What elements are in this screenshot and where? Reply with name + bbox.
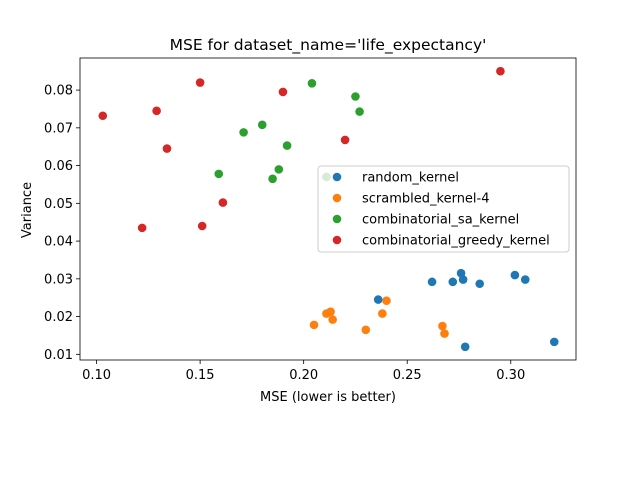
series-combinatorial_sa_kernel: [214, 78, 364, 184]
series-random_kernel: [373, 268, 559, 352]
x-tick-label: 0.15: [186, 368, 215, 383]
series-scrambled_kernel-4: [309, 296, 449, 338]
data-point: [162, 144, 172, 153]
data-point: [98, 111, 108, 121]
x-tick-label: 0.20: [289, 368, 318, 383]
chart-title: MSE for dataset_name='life_expectancy': [170, 36, 487, 55]
legend-box: [317, 165, 570, 253]
data-point: [373, 295, 383, 304]
data-point: [152, 106, 161, 116]
y-tick-label: 0.02: [44, 310, 73, 325]
y-tick-label: 0.03: [44, 272, 73, 287]
data-point: [351, 92, 360, 101]
data-point: [460, 342, 470, 352]
legend-marker: [332, 172, 342, 182]
data-point: [340, 135, 350, 145]
y-axis-label: Variance: [20, 182, 35, 238]
data-point: [355, 107, 364, 116]
legend-marker: [332, 193, 342, 203]
x-axis-label: MSE (lower is better): [260, 390, 396, 405]
x-tick-label: 0.10: [82, 368, 111, 383]
data-point: [361, 325, 371, 335]
series-combinatorial_greedy_kernel: [98, 66, 505, 233]
x-tick-label: 0.25: [393, 368, 422, 383]
data-point: [382, 296, 391, 306]
data-point: [278, 87, 288, 97]
data-point: [440, 329, 449, 338]
data-point: [307, 78, 317, 88]
data-point: [197, 221, 207, 231]
y-tick-label: 0.08: [44, 84, 73, 99]
x-tick-label: 0.30: [496, 368, 525, 383]
data-point: [427, 277, 437, 287]
data-point: [257, 120, 267, 130]
data-point: [326, 307, 335, 316]
data-point: [282, 141, 292, 150]
plot-area: 0.10 0.15 0.20 0.25 0.30 0.01 0.02 0.03 0.04 0.05…: [44, 57, 577, 383]
data-point: [438, 321, 447, 331]
y-tick-label: 0.07: [44, 121, 73, 136]
data-point: [309, 320, 319, 330]
data-point: [378, 309, 387, 318]
data-point: [195, 78, 205, 87]
data-point: [239, 128, 248, 137]
legend-entry: combinatorial_sa_kernel: [362, 213, 519, 228]
legend-entry: scrambled_kernel-4: [362, 192, 490, 207]
legend-marker: [332, 214, 342, 224]
data-point: [458, 275, 468, 284]
y-tick-label: 0.05: [44, 197, 73, 212]
axes-frame: [79, 57, 577, 361]
data-point: [496, 66, 505, 76]
data-point: [218, 198, 228, 207]
legend-entry: combinatorial_greedy_kernel: [362, 234, 550, 249]
data-point: [448, 277, 458, 287]
data-point: [475, 279, 484, 289]
y-tick-label: 0.06: [44, 159, 73, 174]
legend: random_kernel scrambled_kernel-4 combinato…: [317, 165, 570, 253]
data-point: [274, 165, 284, 174]
data-point: [214, 169, 224, 179]
legend-entry: random_kernel: [362, 171, 459, 186]
data-point: [549, 337, 559, 347]
data-point: [510, 270, 520, 280]
legend-marker: [332, 235, 342, 245]
data-point: [137, 223, 147, 233]
data-point: [520, 275, 530, 284]
data-point: [268, 174, 277, 184]
y-tick-label: 0.04: [44, 235, 73, 250]
data-point: [328, 315, 337, 324]
y-tick-label: 0.01: [44, 348, 73, 363]
